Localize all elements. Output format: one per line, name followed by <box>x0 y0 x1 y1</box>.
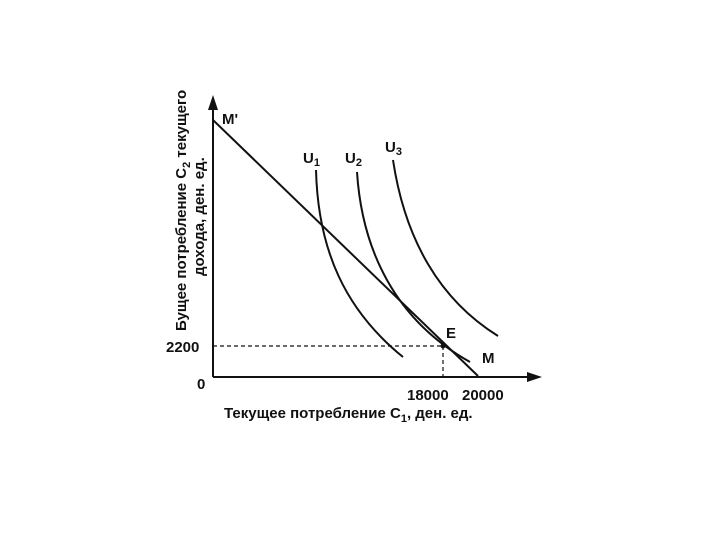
label-m: M <box>482 350 495 367</box>
y-axis-title-sub: 2 <box>181 162 193 168</box>
label-u3: U3 <box>385 139 402 158</box>
y-axis-title-line1-main: Бущее потребление C <box>173 168 190 331</box>
label-e: E <box>446 325 456 342</box>
x-axis-arrow <box>527 372 542 382</box>
label-u3-main: U <box>385 139 396 156</box>
y-tick-2200: 2200 <box>166 339 199 356</box>
label-u1: U1 <box>303 150 320 169</box>
x-axis-title: Текущее потребление C1, ден. ед. <box>224 405 473 425</box>
origin-label: 0 <box>197 376 205 393</box>
x-axis-title-main: Текущее потребление C <box>224 405 401 422</box>
y-axis-title: Бущее потребление C2 текущего дохода, де… <box>173 90 208 331</box>
label-u2-main: U <box>345 150 356 167</box>
x-tick-20000: 20000 <box>462 387 504 404</box>
x-axis-title-suffix: , ден. ед. <box>407 405 473 422</box>
budget-line <box>212 119 479 377</box>
y-axis-title-line1-suffix: текущего <box>173 90 190 162</box>
x-axis-title-sub: 1 <box>401 413 407 425</box>
y-axis-arrow <box>208 95 218 110</box>
x-tick-18000: 18000 <box>407 387 449 404</box>
indifference-curve-u3 <box>392 159 499 337</box>
y-axis-title-line2: дохода, ден. ед. <box>191 157 208 276</box>
label-u3-sub: 3 <box>396 146 402 158</box>
label-m-prime: M' <box>222 111 238 128</box>
label-u2: U2 <box>345 150 362 169</box>
label-u1-sub: 1 <box>314 157 320 169</box>
y-axis-title-line1: Бущее потребление C2 текущего <box>173 90 193 331</box>
indifference-curve-u1 <box>315 169 404 358</box>
equilibrium-point <box>440 343 446 349</box>
label-u1-main: U <box>303 150 314 167</box>
label-u2-sub: 2 <box>356 157 362 169</box>
